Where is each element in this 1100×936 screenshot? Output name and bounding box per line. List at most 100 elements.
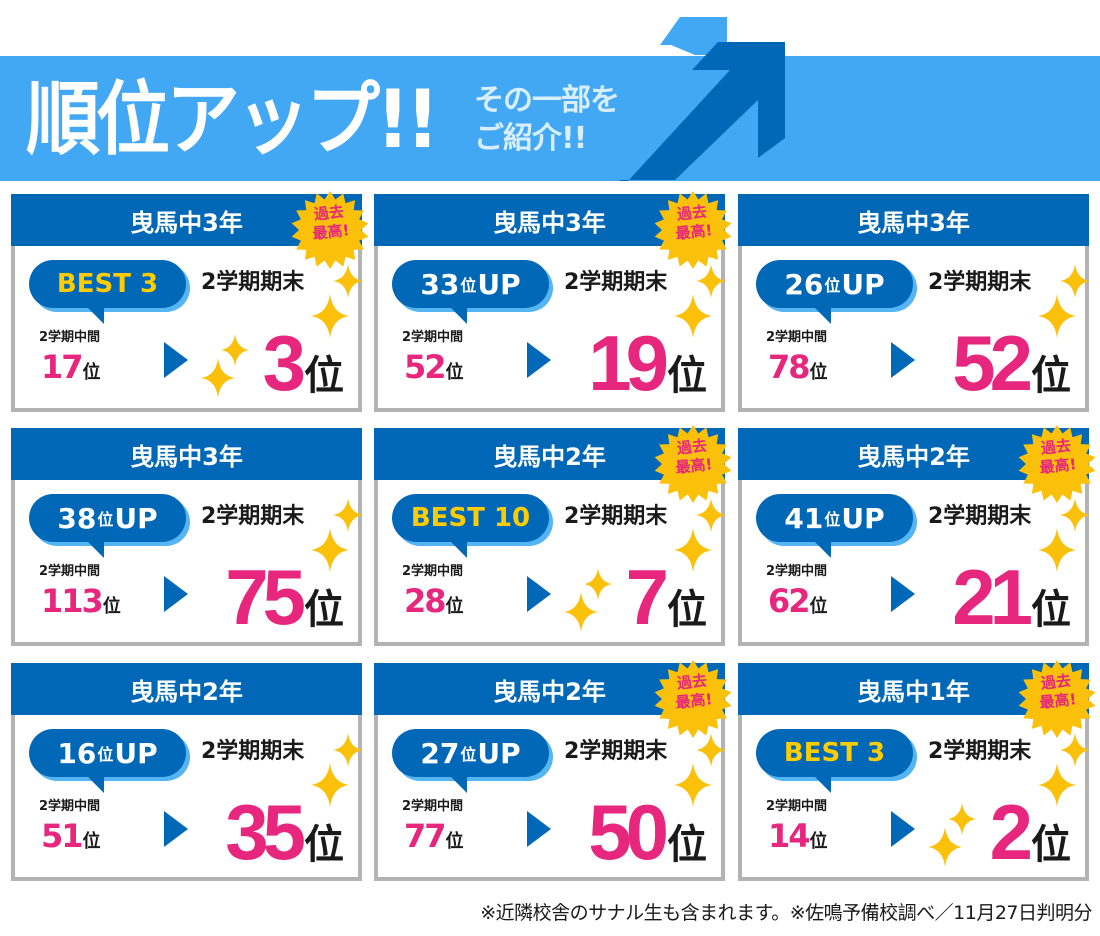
final-rank-number: 52 (952, 319, 1033, 407)
achievement-bubble: BEST 10 (392, 494, 549, 542)
card-body: 16 位 UP 2学期期末 2学期中間 51位 35 位 (11, 715, 363, 881)
final-term-label: 2学期期末 (928, 739, 1032, 764)
sparkle-icon (201, 358, 235, 398)
up-count: 26 (784, 267, 824, 301)
sparkle-icon (696, 733, 726, 767)
mid-rank-number: 17 (41, 348, 84, 386)
up-label: UP (477, 267, 521, 301)
achievement-bubble: 27 位 UP (392, 729, 549, 777)
rank-unit: 位 (809, 596, 828, 617)
mid-term-rank: 77位 (404, 817, 464, 855)
sparkle-icon (1060, 498, 1090, 532)
rank-unit: 位 (304, 353, 344, 399)
result-card: 曳馬中3年 26 位 UP 2学期期末 2学期中間 78位 52 位 (738, 194, 1090, 412)
sparkle-icon (311, 294, 349, 338)
mid-rank-number: 78 (768, 348, 811, 386)
sparkle-icon (696, 264, 726, 298)
card-school-header: 曳馬中3年 (738, 194, 1089, 246)
banner-subtitle: その一部を ご紹介!! (474, 82, 664, 158)
mid-term-rank: 51位 (41, 817, 101, 855)
sparkle-icon (1060, 733, 1090, 767)
card-body: 26 位 UP 2学期期末 2学期中間 78位 52 位 (738, 246, 1090, 412)
mid-term-label: 2学期中間 (402, 330, 464, 345)
record-burst-icon (291, 191, 369, 269)
arrow-right-icon (527, 811, 551, 847)
up-arrow-icon (620, 17, 785, 181)
final-rank-number: 21 (952, 553, 1033, 641)
card-body: 38 位 UP 2学期期末 2学期中間 113位 75 位 (11, 480, 363, 646)
arrow-right-icon (891, 342, 915, 378)
rank-unit: 位 (445, 596, 464, 617)
up-label: UP (841, 501, 885, 535)
mid-term-label: 2学期中間 (39, 330, 101, 345)
rank-unit: 位 (824, 276, 841, 295)
card-body: 41 位 UP 2学期期末 2学期中間 62位 21 位 (738, 480, 1090, 646)
up-label: UP (841, 267, 885, 301)
sparkle-icon (333, 264, 363, 298)
mid-term-rank: 113位 (41, 582, 121, 620)
mid-rank-number: 14 (768, 817, 811, 855)
final-term-label: 2学期期末 (928, 270, 1032, 295)
arrow-right-icon (164, 342, 188, 378)
final-term-label: 2学期期末 (201, 270, 305, 295)
sparkle-icon (311, 528, 349, 572)
banner-band (0, 56, 1100, 181)
final-term-label: 2学期期末 (201, 739, 305, 764)
card-body: 27 位 UP 2学期期末 2学期中間 77位 50 位 (374, 715, 726, 881)
record-burst-icon (1018, 425, 1096, 503)
mid-rank-number: 52 (404, 348, 447, 386)
arrow-right-icon (527, 576, 551, 612)
result-card: 曳馬中2年 41 位 UP 2学期期末 2学期中間 62位 21 位 過去 最高! (738, 425, 1096, 646)
final-term-rank: 50 位 (588, 793, 707, 871)
school-grade-label: 曳馬中1年 (857, 677, 970, 706)
school-grade-label: 曳馬中3年 (130, 208, 243, 237)
rank-unit: 位 (1031, 587, 1071, 633)
final-rank-number: 2 (989, 788, 1033, 876)
banner-title: 順位アップ!! (26, 73, 439, 167)
result-card: 曳馬中2年 16 位 UP 2学期期末 2学期中間 51位 35 位 (11, 663, 363, 881)
mid-rank-number: 51 (41, 817, 84, 855)
rank-unit: 位 (82, 831, 101, 852)
mid-term-label: 2学期中間 (766, 330, 828, 345)
sparkle-icon (674, 528, 712, 572)
sparkle-icon (1038, 294, 1076, 338)
mid-term-label: 2学期中間 (766, 564, 828, 579)
record-burst-icon (1018, 660, 1096, 738)
school-grade-label: 曳馬中2年 (493, 442, 606, 471)
arrow-right-icon (527, 342, 551, 378)
mid-term-label: 2学期中間 (766, 799, 828, 814)
sparkle-icon (674, 763, 712, 807)
rank-unit: 位 (97, 510, 114, 529)
school-grade-label: 曳馬中2年 (130, 677, 243, 706)
sparkle-icon (948, 803, 976, 835)
final-rank-number: 7 (625, 553, 669, 641)
mid-term-rank: 78位 (768, 348, 828, 386)
final-term-rank: 75 位 (225, 558, 344, 636)
mid-term-rank: 62位 (768, 582, 828, 620)
final-term-rank: 52 位 (952, 319, 1071, 407)
up-count: 38 (57, 501, 97, 535)
arrow-right-icon (891, 811, 915, 847)
sparkle-icon (333, 733, 363, 767)
achievement-bubble: 16 位 UP (29, 729, 186, 777)
final-term-label: 2学期期末 (928, 504, 1032, 529)
up-count: 41 (784, 501, 824, 535)
sparkle-icon (1060, 264, 1090, 298)
sparkle-icon (221, 334, 249, 366)
rank-unit: 位 (809, 362, 828, 383)
final-rank-number: 3 (262, 319, 306, 407)
sparkle-icon (928, 827, 962, 867)
rank-unit: 位 (667, 822, 707, 868)
mid-term-label: 2学期中間 (39, 799, 101, 814)
final-term-rank: 19 位 (588, 324, 707, 402)
arrow-right-icon (891, 576, 915, 612)
up-label: UP (114, 501, 158, 535)
banner-subtitle-line2: ご紹介!! (474, 121, 587, 156)
rank-unit: 位 (304, 822, 344, 868)
achievement-bubble: BEST 3 (756, 729, 913, 777)
final-term-label: 2学期期末 (201, 504, 305, 529)
